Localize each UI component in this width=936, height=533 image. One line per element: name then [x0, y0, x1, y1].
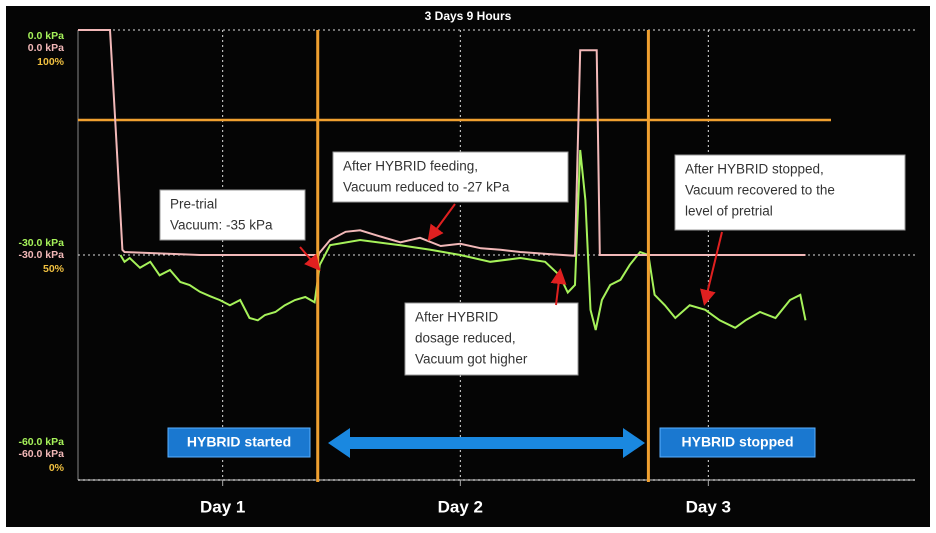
y-tick-label: 0.0 kPa [28, 42, 64, 54]
annotation-text: After HYBRID [415, 310, 499, 325]
annotation-text: After HYBRID stopped, [685, 162, 824, 177]
x-tick-label: Day 2 [438, 497, 483, 516]
annotation-text: dosage reduced, [415, 331, 516, 346]
banner-text: HYBRID stopped [682, 434, 794, 450]
annotation-text: level of pretrial [685, 204, 773, 219]
y-tick-label: 50% [43, 263, 65, 275]
chart-title: 3 Days 9 Hours [425, 9, 512, 23]
annotation-text: Vacuum got higher [415, 352, 528, 367]
y-tick-label: -60.0 kPa [18, 436, 64, 448]
y-tick-label: 0.0 kPa [28, 30, 64, 42]
y-tick-label: 0% [49, 462, 65, 474]
annotation-text: Vacuum recovered to the [685, 183, 835, 198]
y-tick-label: 100% [37, 56, 65, 68]
y-tick-label: -30.0 kPa [18, 249, 64, 261]
annotation-text: After HYBRID feeding, [343, 159, 478, 174]
banner-text: HYBRID started [187, 434, 291, 450]
chart: 3 Days 9 Hours 0.0 kPa -30.0 kPa -60.0 kPa… [0, 0, 936, 533]
y-tick-label: -60.0 kPa [18, 448, 64, 460]
annotation-text: Pre-trial [170, 197, 217, 212]
annotation-text: Vacuum: -35 kPa [170, 218, 273, 233]
y-tick-label: -30.0 kPa [18, 237, 64, 249]
annotation-text: Vacuum reduced to -27 kPa [343, 180, 510, 195]
x-tick-label: Day 3 [686, 497, 731, 516]
x-tick-label: Day 1 [200, 497, 245, 516]
